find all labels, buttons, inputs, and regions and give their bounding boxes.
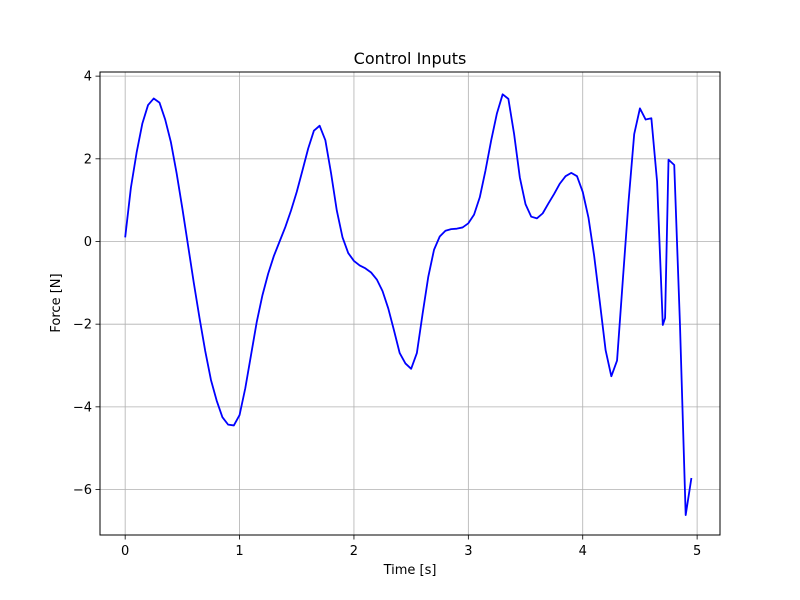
y-tick-label: 2 — [84, 152, 92, 167]
y-tick-label: −6 — [73, 483, 92, 498]
x-tick-label: 3 — [464, 544, 472, 559]
x-tick-label: 1 — [235, 544, 243, 559]
grid — [100, 72, 720, 535]
y-tick-label: −2 — [73, 318, 92, 333]
chart-title: Control Inputs — [354, 49, 467, 68]
y-tick-label: 4 — [84, 70, 92, 85]
y-tick-label: −4 — [73, 400, 92, 415]
plot-area-frame — [99, 71, 721, 536]
x-axis-label: Time [s] — [383, 563, 437, 578]
x-tick-label: 5 — [693, 544, 701, 559]
ticks: 0 1 2 3 4 5 −6 −4 −2 0 2 4 — [73, 70, 701, 559]
y-axis-label: Force [N] — [49, 273, 64, 332]
series-layer — [124, 93, 693, 517]
x-tick-label: 0 — [121, 544, 129, 559]
series-line-0 — [124, 93, 693, 517]
y-tick-label: 0 — [84, 235, 92, 250]
x-tick-label: 4 — [579, 544, 587, 559]
x-tick-label: 2 — [350, 544, 358, 559]
